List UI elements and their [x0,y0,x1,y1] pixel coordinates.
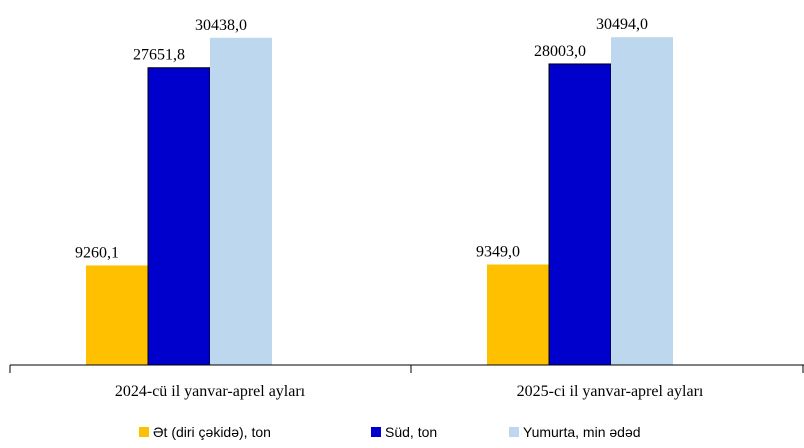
legend-swatch-meat [139,427,149,437]
data-label-milk-1: 27651,8 [133,47,185,64]
data-label-milk-2: 28003,0 [534,43,586,60]
bar-meat-2 [487,264,549,365]
bar-meat-1 [86,265,148,365]
legend-swatch-eggs [509,427,519,437]
legend: Ət (diri çəkidə), ton Süd, ton Yumurta, … [139,424,641,440]
x-tick-label-2025: 2025-ci il yanvar-aprel ayları [517,383,704,400]
bar-eggs-2 [611,37,673,365]
bar-eggs-1 [210,37,272,365]
bars-group [86,37,673,366]
x-axis: 2024-cü il yanvar-aprel ayları 2025-ci i… [9,364,804,400]
data-labels-group: 9260,1 27651,8 30438,0 9349,0 28003,0 30494,0 [75,16,648,261]
data-label-meat-1: 9260,1 [75,244,119,261]
x-tick-label-2024: 2024-cü il yanvar-aprel ayları [115,383,306,400]
data-label-eggs-1: 30438,0 [195,17,247,34]
legend-swatch-milk [371,427,381,437]
legend-label-meat: Ət (diri çəkidə), ton [153,424,271,440]
bar-milk-1 [147,67,211,366]
legend-label-eggs: Yumurta, min ədəd [523,424,641,440]
bar-milk-2 [548,63,612,366]
legend-label-milk: Süd, ton [385,424,437,440]
data-label-eggs-2: 30494,0 [596,16,648,33]
data-label-meat-2: 9349,0 [476,243,520,260]
